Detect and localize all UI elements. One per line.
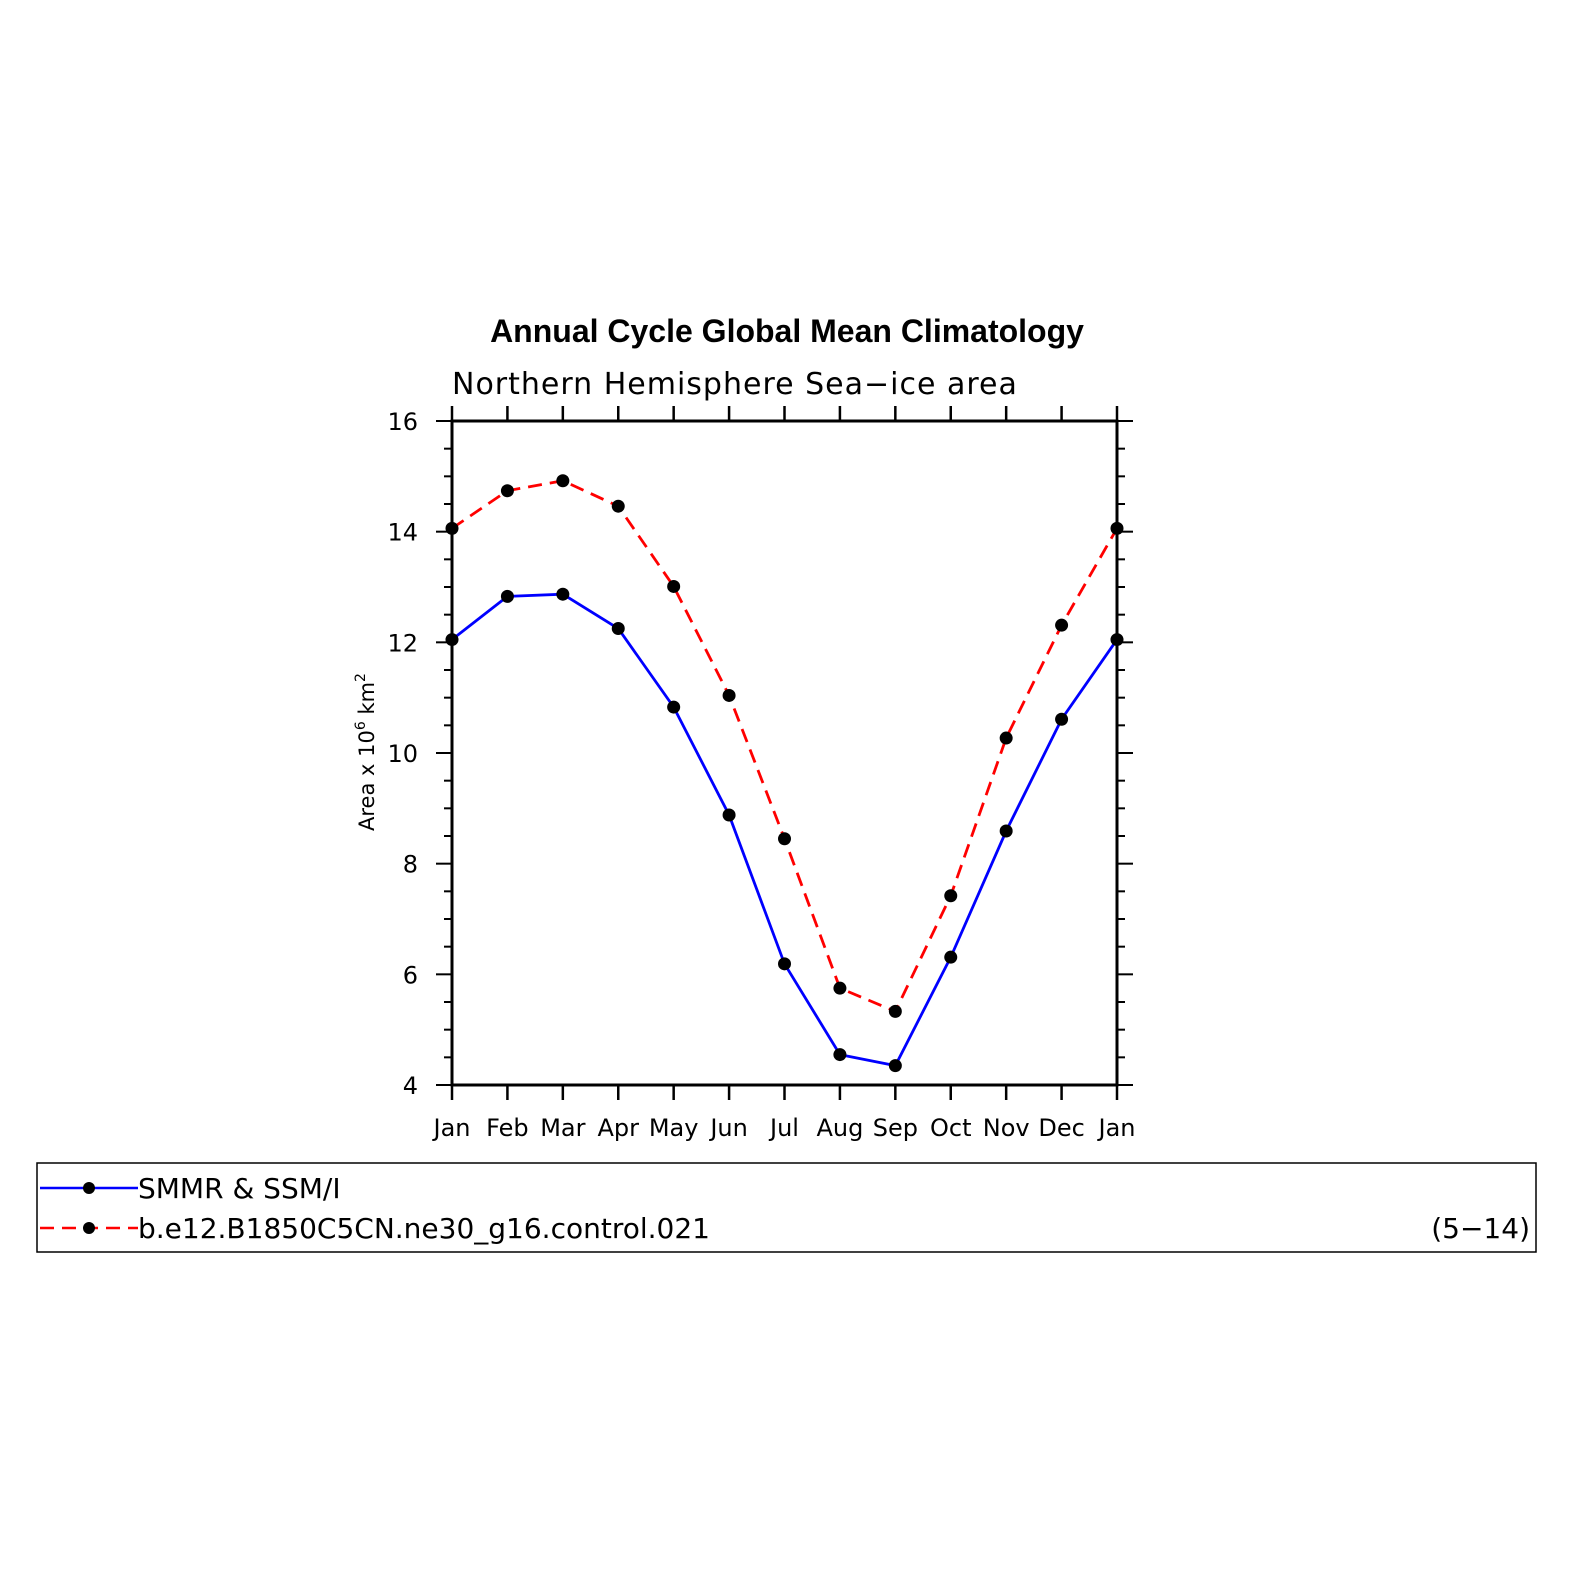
data-point: [667, 700, 681, 714]
series-line-0: [451, 592, 1119, 1068]
x-tick-label: Jul: [768, 1114, 799, 1142]
y-tick-label: 16: [387, 408, 418, 436]
legend-label-smmr: SMMR & SSM/I: [138, 1172, 341, 1205]
x-tick-label: Aug: [816, 1114, 863, 1142]
x-tick-label: Dec: [1038, 1114, 1084, 1142]
data-point: [445, 633, 459, 647]
chart-subtitle: Northern Hemisphere Sea−ice area: [452, 367, 1018, 402]
series-line-1: [451, 479, 1119, 1014]
data-point: [1110, 633, 1124, 647]
data-point: [611, 499, 625, 513]
x-tick-label: Jun: [708, 1114, 748, 1142]
legend-box: [36, 1162, 1537, 1253]
data-point: [611, 622, 625, 635]
axes: Jan Feb Mar Apr May Jun Jul Aug Sep Oct Nov Dec Jan 4…: [387, 406, 1136, 1142]
legend: SMMR & SSM/I b.e12.B1850C5CN.ne30_g16.co…: [36, 1162, 1537, 1253]
data-point: [944, 950, 958, 964]
data-point: [722, 688, 736, 702]
data-point: [445, 521, 459, 535]
y-tick-label: 10: [387, 740, 418, 768]
data-point: [556, 474, 570, 488]
x-tick-label: Feb: [486, 1114, 529, 1142]
data-point: [1055, 618, 1069, 632]
data-point: [500, 589, 514, 603]
x-tick-label: Mar: [540, 1114, 585, 1142]
y-tick-label: 6: [403, 961, 418, 989]
x-tick-label: Oct: [930, 1114, 972, 1142]
x-tick-label: May: [649, 1114, 699, 1142]
legend-marker-smmr: [83, 1182, 95, 1194]
x-tick-label: Sep: [873, 1114, 918, 1142]
y-axis-label-exponent: 6: [353, 721, 369, 730]
data-point: [888, 1059, 902, 1073]
y-tick-label: 4: [403, 1072, 418, 1100]
series-layer: [445, 474, 1124, 1073]
data-point: [999, 824, 1013, 838]
x-tick-label: Jan: [432, 1114, 471, 1142]
data-point: [888, 1004, 902, 1018]
y-tick-label: 12: [387, 629, 418, 657]
plot-frame: [450, 419, 1119, 1087]
y-axis-label-text: Area x 10: [355, 730, 379, 831]
data-point: [778, 957, 791, 971]
y-tick-label: 14: [387, 519, 418, 547]
x-tick-label: Nov: [983, 1114, 1030, 1142]
x-tick-label: Apr: [597, 1114, 639, 1142]
data-point: [944, 889, 958, 903]
y-tick-label: 8: [403, 851, 418, 879]
data-point: [999, 731, 1013, 745]
data-point: [556, 587, 570, 601]
legend-marker-model: [83, 1222, 95, 1234]
data-point: [722, 808, 736, 822]
legend-note: (5−14): [1431, 1212, 1530, 1245]
data-point: [833, 981, 847, 995]
data-point: [833, 1048, 847, 1062]
y-axis-label-unit: km: [355, 682, 379, 721]
y-axis-label: Area x 106 km2: [353, 673, 379, 831]
x-tick-label: Jan: [1097, 1114, 1136, 1142]
data-point: [500, 484, 514, 498]
data-point: [1055, 712, 1069, 726]
chart-title: Annual Cycle Global Mean Climatology: [490, 313, 1084, 349]
data-point: [667, 579, 681, 593]
data-point: [1110, 521, 1124, 535]
data-point: [778, 832, 791, 846]
legend-label-model: b.e12.B1850C5CN.ne30_g16.control.021: [138, 1212, 710, 1245]
y-axis-label-unit-exponent: 2: [353, 673, 369, 682]
